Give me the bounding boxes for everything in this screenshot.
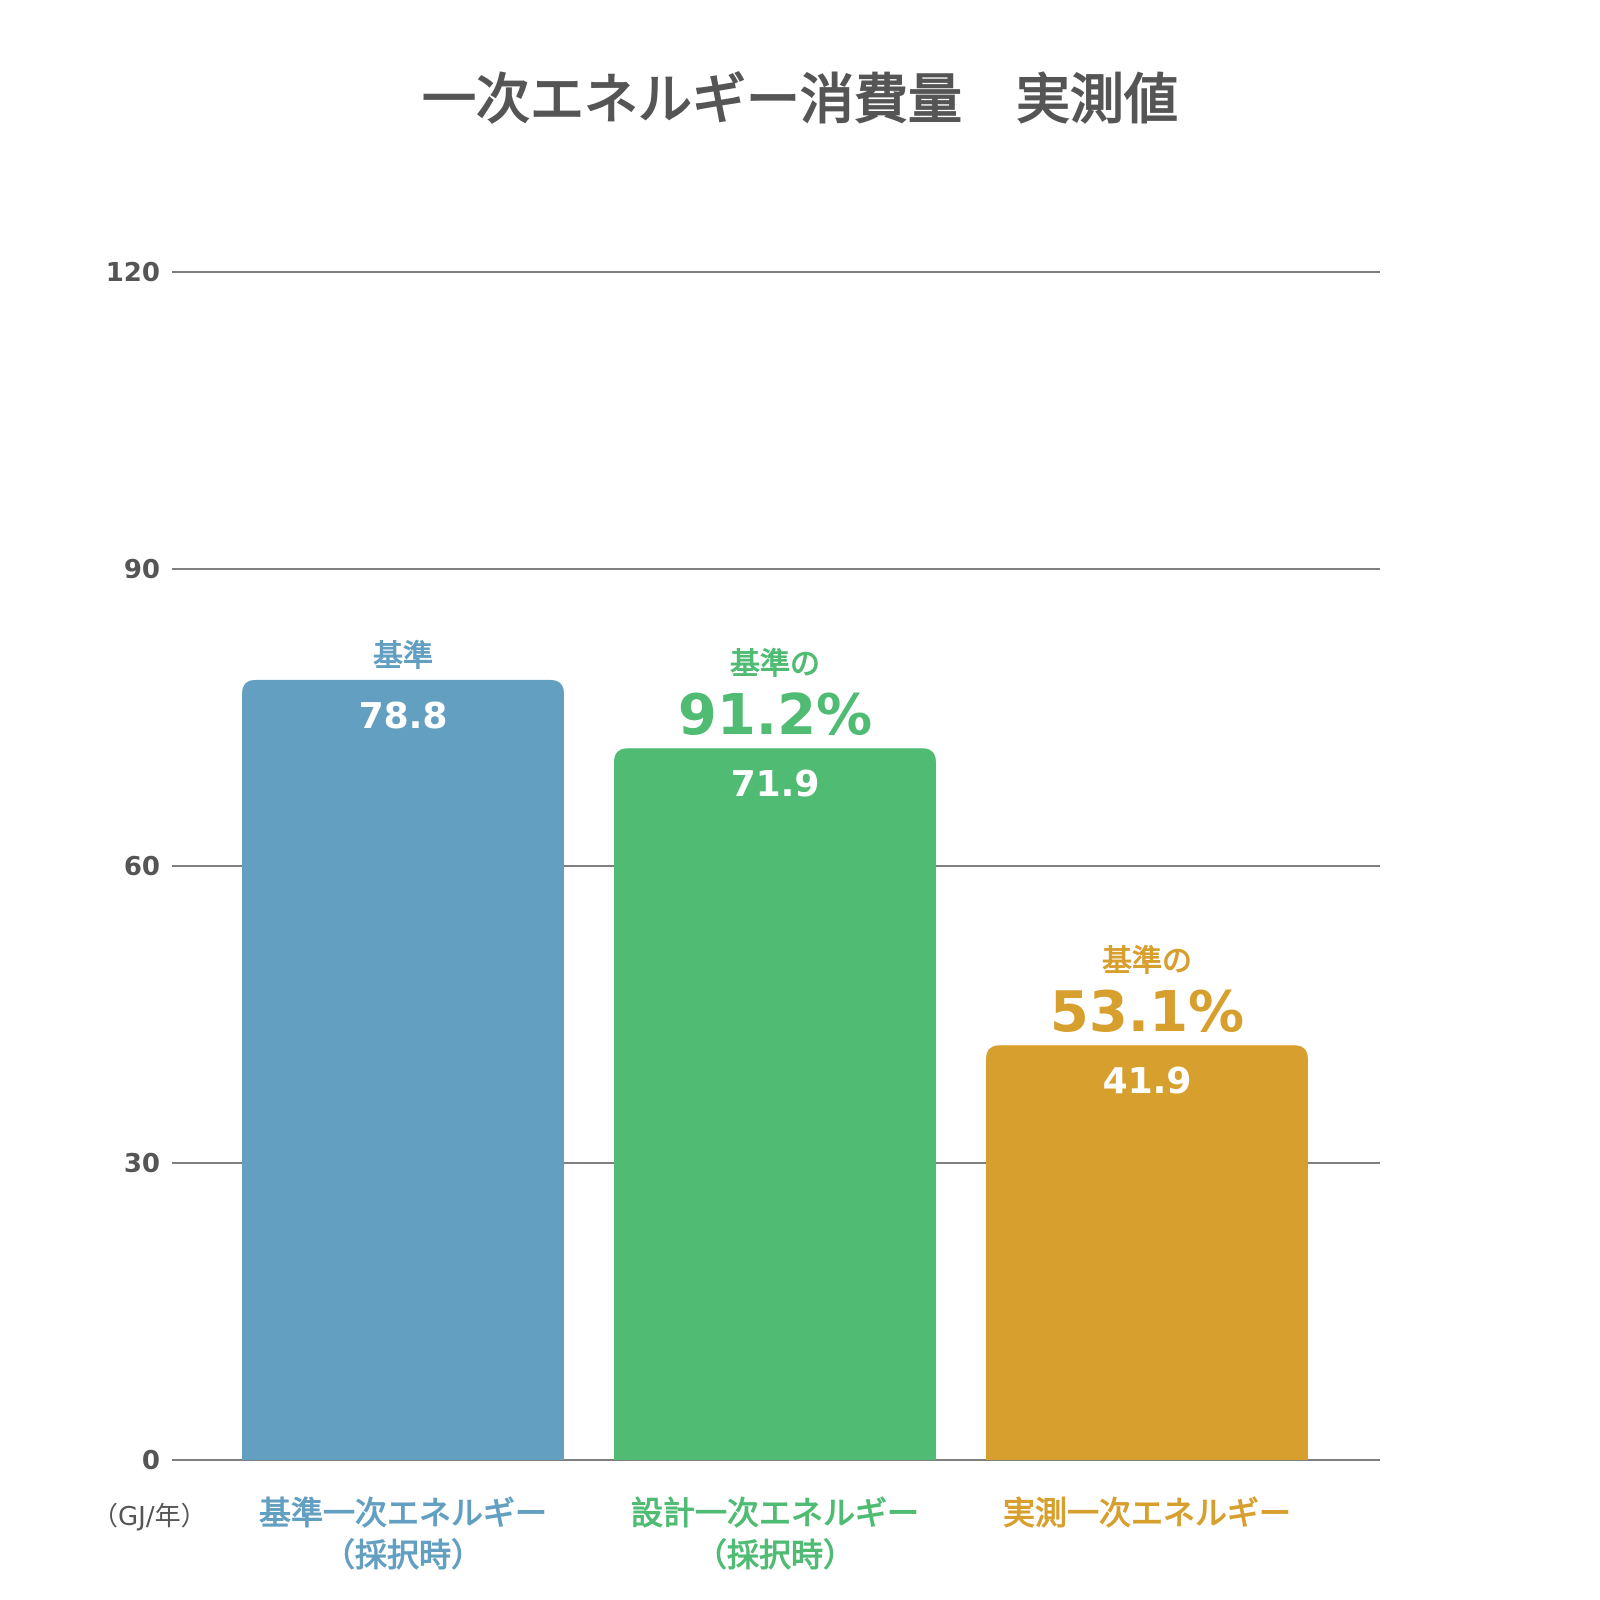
y-tick-label: 60	[124, 852, 160, 882]
y-axis-unit-label: （GJ/年）	[92, 1502, 207, 1532]
bar	[614, 748, 936, 1460]
bar-annotation-prefix: 基準	[373, 639, 433, 674]
y-axis-ticks: 0 30 60 90 120	[106, 258, 160, 1476]
bar-annotation-prefix: 基準の	[1102, 944, 1192, 979]
chart-title: 一次エネルギー消費量 実測値	[422, 68, 1178, 131]
y-tick-label: 30	[124, 1149, 160, 1179]
x-category-label: 実測一次エネルギー	[1003, 1494, 1291, 1532]
bars	[242, 679, 1308, 1460]
x-category-label: （採択時）	[323, 1536, 483, 1574]
x-category-label: 基準一次エネルギー	[259, 1494, 547, 1532]
bar-value-label: 78.8	[359, 696, 448, 737]
x-category-label: （採択時）	[695, 1536, 855, 1574]
x-axis-categories: 基準一次エネルギー （採択時） 設計一次エネルギー （採択時） 実測一次エネルギー	[259, 1494, 1291, 1574]
bar	[242, 679, 564, 1460]
bar-percent-label: 53.1%	[1050, 980, 1244, 1045]
bar	[986, 1045, 1308, 1460]
bar-annotation-prefix: 基準の	[730, 647, 820, 682]
y-tick-label: 90	[124, 555, 160, 585]
bar-percent-label: 91.2%	[678, 683, 872, 748]
bar-value-label: 41.9	[1103, 1061, 1192, 1102]
y-tick-label: 120	[106, 258, 160, 288]
y-tick-label: 0	[142, 1446, 160, 1476]
bar-value-label: 71.9	[731, 764, 820, 805]
x-category-label: 設計一次エネルギー	[631, 1494, 919, 1532]
